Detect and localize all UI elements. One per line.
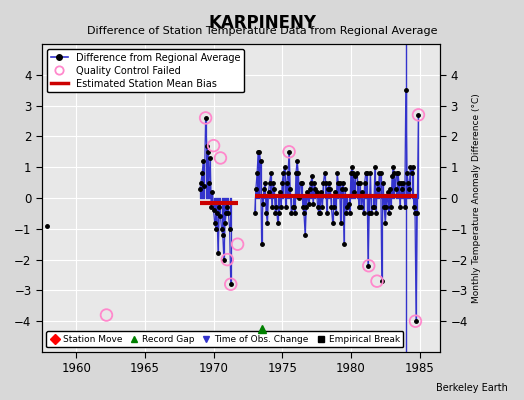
Point — [201, 115, 210, 121]
Text: Difference of Station Temperature Data from Regional Average: Difference of Station Temperature Data f… — [87, 26, 437, 36]
Point — [102, 312, 111, 318]
Y-axis label: Monthly Temperature Anomaly Difference (°C): Monthly Temperature Anomaly Difference (… — [472, 93, 481, 303]
Text: KARPINENY: KARPINENY — [208, 14, 316, 32]
Point — [414, 112, 423, 118]
Point — [210, 142, 218, 149]
Point — [233, 241, 242, 247]
Point — [373, 278, 381, 284]
Point — [223, 256, 232, 263]
Point — [365, 262, 373, 269]
Legend: Station Move, Record Gap, Time of Obs. Change, Empirical Break: Station Move, Record Gap, Time of Obs. C… — [47, 331, 403, 348]
Point — [216, 155, 225, 161]
Text: Berkeley Earth: Berkeley Earth — [436, 383, 508, 393]
Point — [411, 318, 420, 324]
Point — [226, 281, 235, 288]
Point — [285, 149, 293, 155]
